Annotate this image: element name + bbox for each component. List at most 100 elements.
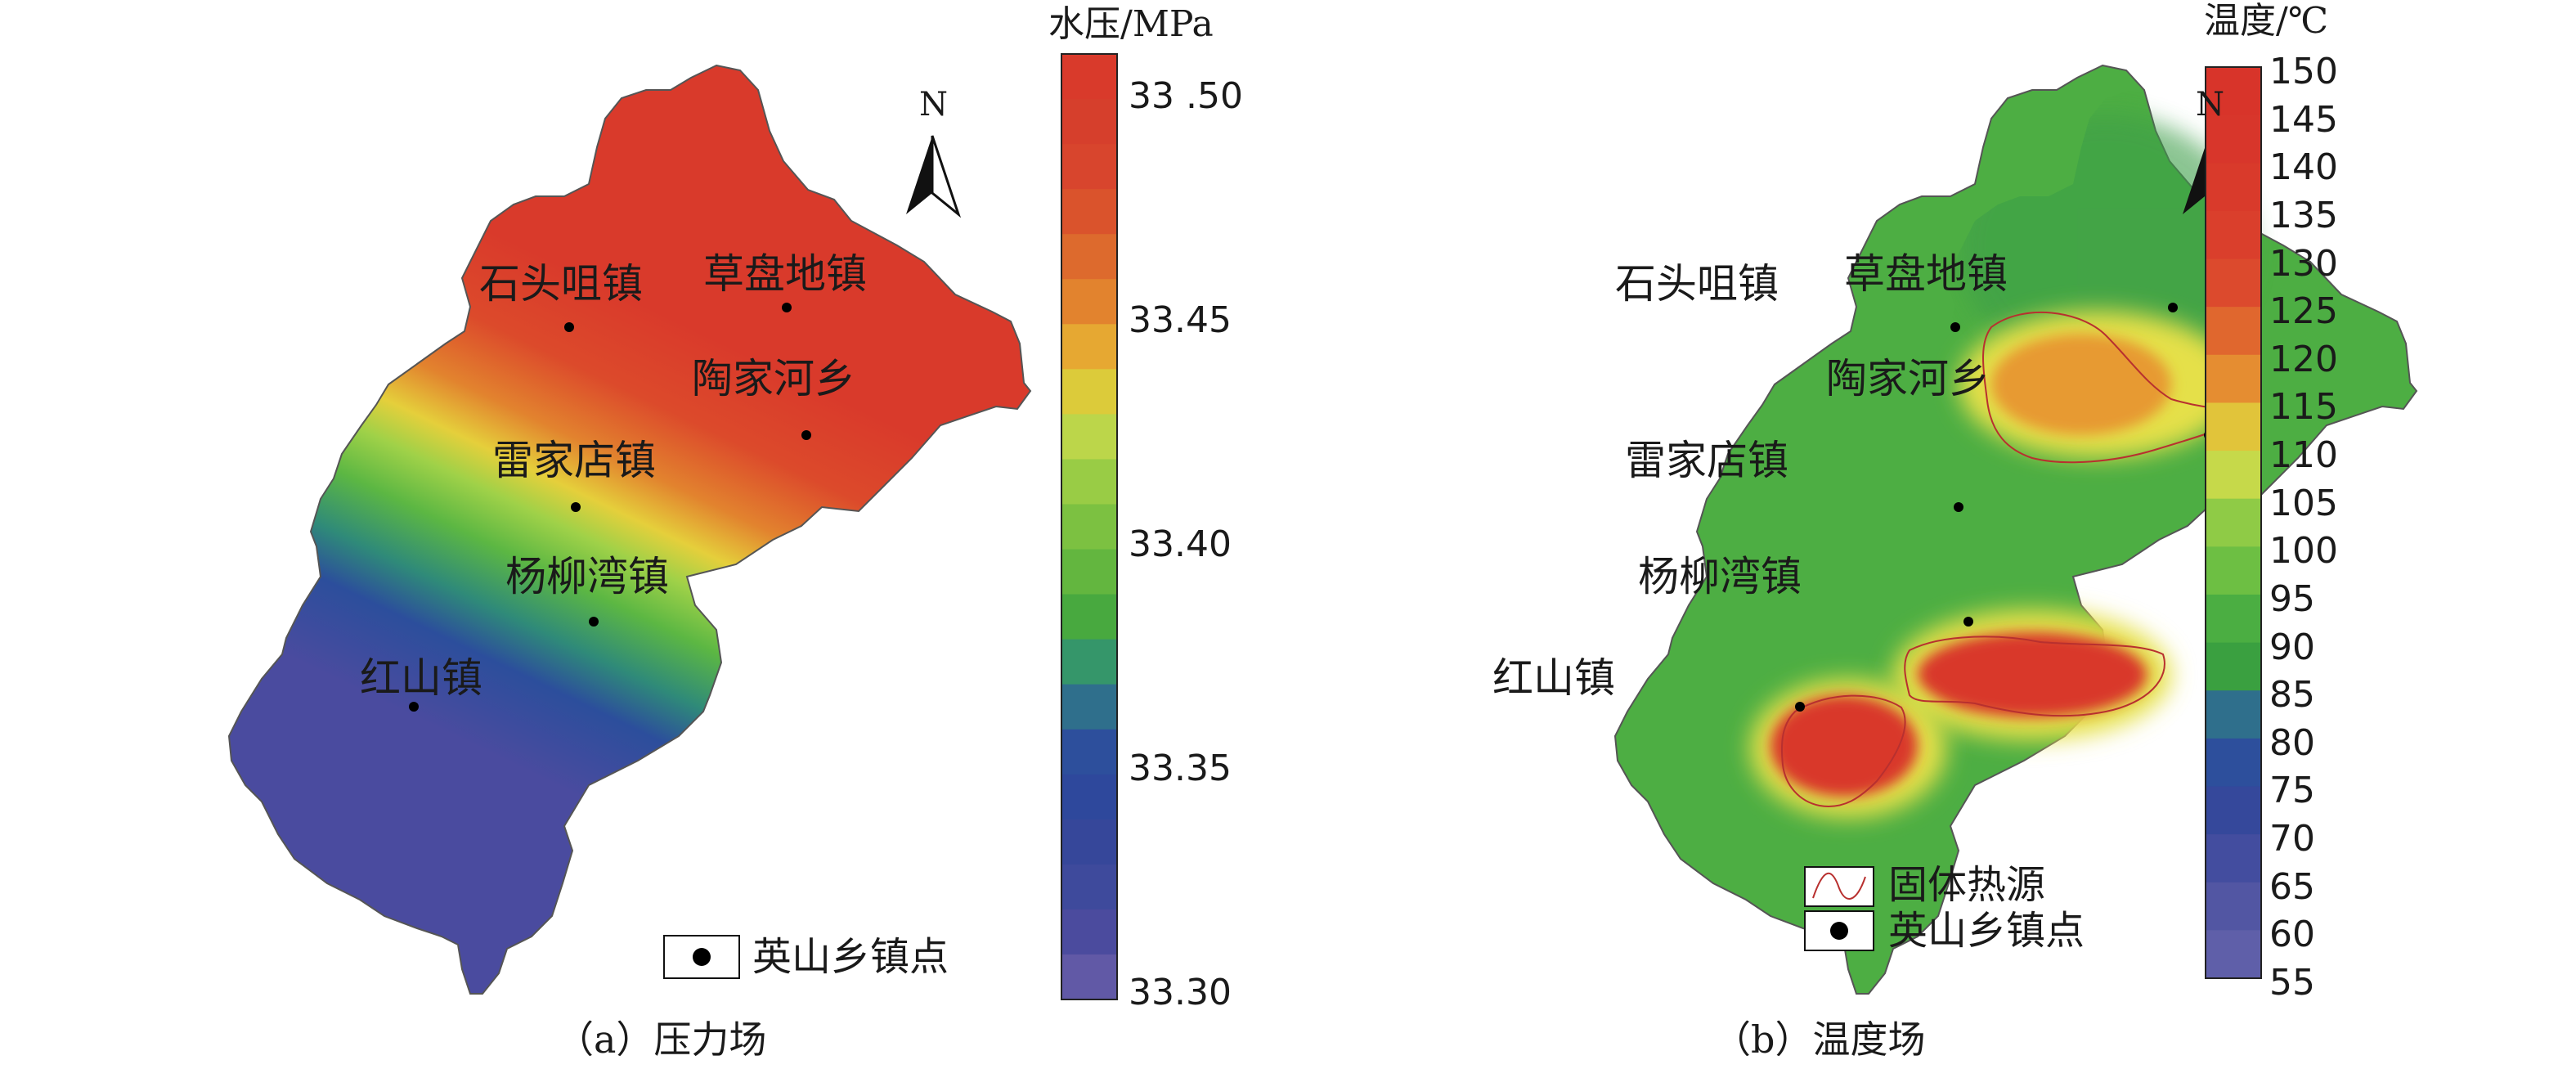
colorbar-band [1061,774,1117,820]
temp-zone [1991,334,2171,435]
colorbar-band [2206,307,2261,356]
town-label: 雷家店镇 [492,437,656,484]
colorbar-band [1061,189,1117,235]
colorbar-band [2206,258,2261,308]
colorbar-tick: 33 .50 [1129,75,1243,117]
north-arrow-icon [906,135,962,218]
town-label: 陶家河乡 [1826,355,1990,402]
colorbar-tick: 150 [2269,51,2338,92]
colorbar-tick: 33.45 [1129,299,1232,341]
colorbar-band [1061,684,1117,730]
colorbar-band [2206,354,2261,403]
town-point-legend-icon [693,948,711,966]
town-point [409,702,419,712]
colorbar-tick: 95 [2269,577,2315,620]
heat-source-outline [1780,694,1906,807]
colorbar-band [2206,738,2261,787]
town-label: 雷家店镇 [1625,437,1788,484]
colorbar-tick: 33.30 [1129,972,1232,1013]
colorbar-band [1061,369,1117,415]
colorbar-band [2206,115,2261,164]
colorbar-tick: 90 [2269,626,2315,668]
colorbar-band [2206,690,2261,739]
colorbar-tick: 70 [2269,818,2315,860]
legend-box [1804,866,1874,951]
colorbar-band [2206,210,2261,260]
colorbar-band [2206,67,2261,116]
town-point [571,502,581,512]
colorbar-band [1061,144,1117,190]
colorbar-band [2206,402,2261,451]
colorbar-frame [2205,66,2262,979]
colorbar-band [1061,909,1117,955]
town-label: 杨柳湾镇 [505,553,669,600]
legend-box [663,935,740,979]
colorbar-band [1061,954,1117,1000]
colorbar-band [1061,459,1117,505]
pressure-colorbar [1061,53,1118,1000]
colorbar-tick: 80 [2269,721,2315,764]
town-point [1963,617,1973,627]
colorbar-tick: 140 [2269,146,2338,189]
panel-caption: （a）压力场 [556,1017,767,1062]
colorbar-tick: 105 [2269,482,2338,524]
colorbar-tick: 125 [2269,290,2338,333]
colorbar-band [1061,864,1117,910]
colorbar-band [2206,786,2261,835]
colorbar-tick: 33.35 [1129,748,1232,789]
town-label: 草盘地镇 [703,250,867,298]
colorbar-band [2206,834,2261,883]
colorbar-tick: 135 [2269,194,2338,236]
colorbar-band [2206,642,2261,691]
temp-zone [1770,695,1918,797]
colorbar-band [1061,639,1117,685]
town-point [782,303,792,312]
colorbar-band [1061,414,1117,460]
colorbar-tick: 65 [2269,865,2315,908]
colorbar-tick: 75 [2269,770,2315,812]
town-point-legend-icon [1830,922,1848,940]
pressure-map-canvas [227,53,1118,1000]
colorbar-tick: 60 [2269,914,2315,956]
town-point [1795,702,1805,712]
colorbar-band [1061,324,1117,370]
panel-pressure-field: 水压/MPa 33 .50 33.45 33.40 33.35 33.30 N … [227,3,1243,1062]
colorbar-title: 水压/MPa [1048,3,1214,45]
legend-town-point-label: 英山乡镇点 [752,934,949,980]
colorbar-tick: 130 [2269,242,2338,285]
town-point [589,617,599,627]
town-point [1954,502,1963,512]
colorbar-band [2206,930,2261,979]
colorbar-tick: 100 [2269,530,2338,573]
colorbar-frame [1061,53,1118,1000]
colorbar-band [1061,504,1117,550]
colorbar-tick: 120 [2269,338,2338,380]
colorbar-band [2206,594,2261,644]
colorbar-band [2206,451,2261,500]
legend-heat-source-label: 固体热源 [1888,862,2046,908]
colorbar-band [1061,594,1117,640]
colorbar-tick: 33.40 [1129,523,1232,565]
north-label: N [919,86,948,124]
town-label: 石头咀镇 [479,260,643,308]
town-point [1950,322,1960,332]
colorbar-band [2206,546,2261,595]
town-label: 石头咀镇 [1615,260,1779,308]
colorbar-band [1061,819,1117,865]
colorbar-band [1061,234,1117,280]
colorbar-band [2206,163,2261,212]
town-label: 草盘地镇 [1844,250,2008,298]
town-label: 陶家河乡 [692,355,855,402]
colorbar-band [1061,549,1117,595]
town-point [2168,303,2178,312]
temperature-colorbar [2205,66,2262,979]
town-label: 红山镇 [360,654,482,702]
colorbar-band [2206,882,2261,931]
town-point [564,322,574,332]
town-label: 红山镇 [1492,654,1615,702]
colorbar-tick: 145 [2269,98,2338,141]
colorbar-band [1061,279,1117,325]
colorbar-band [2206,498,2261,547]
temp-zone [1918,632,2147,717]
north-label: N [2196,86,2224,124]
